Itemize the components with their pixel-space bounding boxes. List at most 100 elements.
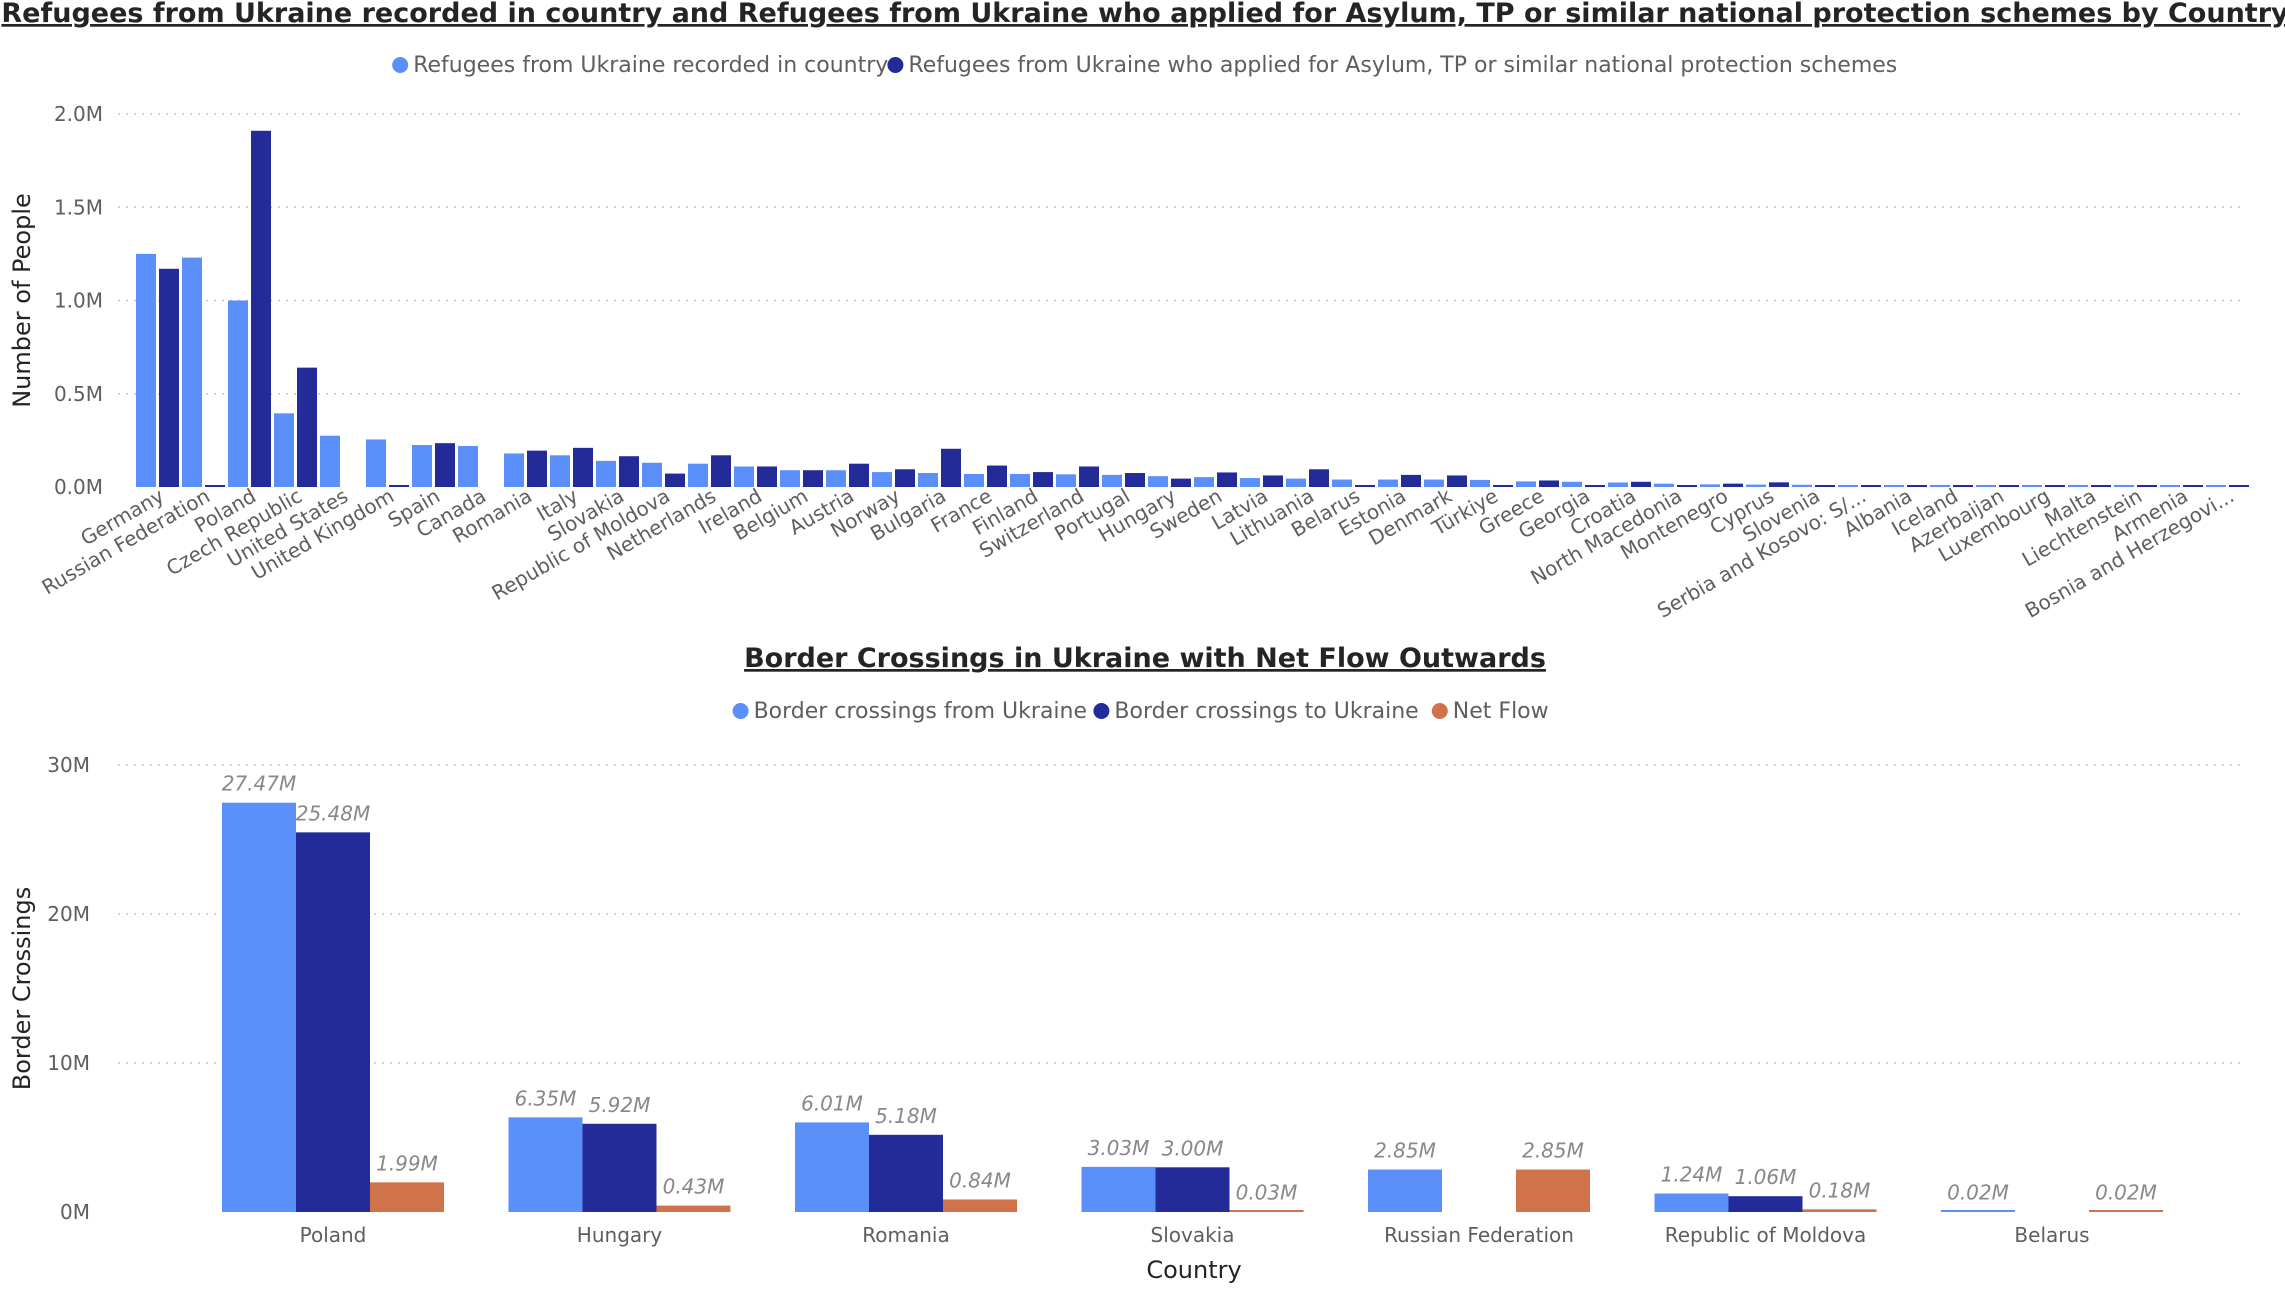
bar[interactable] (1470, 479, 1490, 487)
bar[interactable] (780, 470, 800, 487)
bar[interactable] (803, 470, 823, 487)
bar[interactable] (1654, 483, 1674, 487)
bar[interactable] (1148, 476, 1168, 487)
bar[interactable] (1079, 466, 1099, 487)
bar[interactable] (688, 463, 708, 487)
bar[interactable] (222, 802, 296, 1212)
bar[interactable] (504, 453, 524, 487)
bar[interactable] (2183, 485, 2203, 487)
bar[interactable] (1999, 485, 2019, 487)
legend[interactable]: Refugees from Ukraine recorded in countr… (392, 53, 1897, 78)
bar[interactable] (320, 435, 340, 487)
bar[interactable] (1424, 479, 1444, 487)
bar[interactable] (412, 445, 432, 487)
bar[interactable] (734, 466, 754, 487)
bar[interactable] (1677, 485, 1697, 487)
bar[interactable] (1700, 484, 1720, 487)
bar[interactable] (987, 465, 1007, 487)
bar[interactable] (1941, 1210, 2015, 1212)
bar[interactable] (665, 473, 685, 487)
bar[interactable] (1125, 473, 1145, 487)
bar[interactable] (389, 485, 409, 487)
bar[interactable] (1884, 485, 1904, 487)
bar[interactable] (1368, 1169, 1442, 1212)
bar[interactable] (2022, 485, 2042, 487)
bar[interactable] (941, 448, 961, 487)
bar[interactable] (2068, 485, 2088, 487)
bar[interactable] (964, 473, 984, 487)
bar[interactable] (656, 1205, 731, 1212)
bar[interactable] (943, 1199, 1017, 1212)
bar[interactable] (1240, 478, 1260, 487)
bar[interactable] (1516, 1169, 1590, 1212)
bar[interactable] (366, 439, 386, 487)
bar[interactable] (1838, 485, 1858, 487)
bar[interactable] (1332, 479, 1352, 487)
bar[interactable] (573, 447, 593, 487)
bar[interactable] (2206, 485, 2226, 487)
legend-item[interactable]: Border crossings from Ukraine (732, 699, 1087, 724)
bar[interactable] (849, 463, 869, 487)
bar[interactable] (1081, 1166, 1156, 1212)
bar[interactable] (458, 445, 478, 487)
bar[interactable] (1723, 483, 1743, 487)
bar[interactable] (1229, 1210, 1304, 1212)
bar[interactable] (757, 466, 777, 487)
bar[interactable] (1953, 485, 1973, 487)
bar[interactable] (1562, 481, 1582, 487)
bar[interactable] (1516, 481, 1536, 487)
bar[interactable] (1263, 475, 1283, 487)
bar[interactable] (711, 455, 731, 487)
bar[interactable] (1378, 479, 1398, 487)
bar[interactable] (1930, 485, 1950, 487)
bar[interactable] (596, 460, 616, 487)
bar[interactable] (1728, 1196, 1803, 1212)
bar[interactable] (1155, 1167, 1230, 1212)
bar[interactable] (1815, 485, 1835, 487)
bar[interactable] (370, 1182, 444, 1212)
bar[interactable] (895, 469, 915, 487)
bar[interactable] (1171, 478, 1191, 487)
bar[interactable] (918, 473, 938, 487)
bar[interactable] (297, 367, 317, 487)
legend-item[interactable]: Refugees from Ukraine who applied for As… (887, 53, 1897, 78)
bar[interactable] (642, 462, 662, 487)
bar[interactable] (872, 472, 892, 487)
bar[interactable] (159, 268, 179, 487)
bar[interactable] (1654, 1193, 1729, 1212)
bar[interactable] (1861, 485, 1881, 487)
bar[interactable] (1033, 472, 1053, 487)
bar[interactable] (869, 1134, 943, 1212)
bar[interactable] (435, 443, 455, 487)
bar[interactable] (274, 413, 294, 487)
bar[interactable] (2229, 485, 2249, 487)
bar[interactable] (1355, 485, 1375, 487)
bar[interactable] (1585, 485, 1605, 487)
bar[interactable] (1631, 481, 1651, 487)
legend-item[interactable]: Net Flow (1431, 699, 1549, 724)
bar[interactable] (1010, 473, 1030, 487)
bar[interactable] (2160, 485, 2180, 487)
bar[interactable] (619, 456, 639, 487)
bar[interactable] (1608, 482, 1628, 487)
bar[interactable] (582, 1123, 657, 1212)
bar[interactable] (1056, 474, 1076, 487)
bar[interactable] (1976, 485, 1996, 487)
bar[interactable] (1447, 475, 1467, 487)
bar[interactable] (1217, 472, 1237, 487)
bar[interactable] (1539, 480, 1559, 487)
bar[interactable] (205, 485, 225, 487)
bar[interactable] (1309, 469, 1329, 487)
legend[interactable]: Border crossings from Ukraine Border cros… (732, 699, 1549, 724)
bar[interactable] (1802, 1209, 1877, 1212)
bar[interactable] (527, 450, 547, 487)
bar[interactable] (550, 455, 570, 487)
bar[interactable] (296, 832, 370, 1212)
bar[interactable] (2137, 485, 2157, 487)
bar[interactable] (251, 130, 271, 487)
bar[interactable] (1907, 485, 1927, 487)
bar[interactable] (1194, 477, 1214, 487)
bar[interactable] (2114, 485, 2134, 487)
bar[interactable] (2089, 1210, 2163, 1212)
bar[interactable] (1493, 485, 1513, 487)
